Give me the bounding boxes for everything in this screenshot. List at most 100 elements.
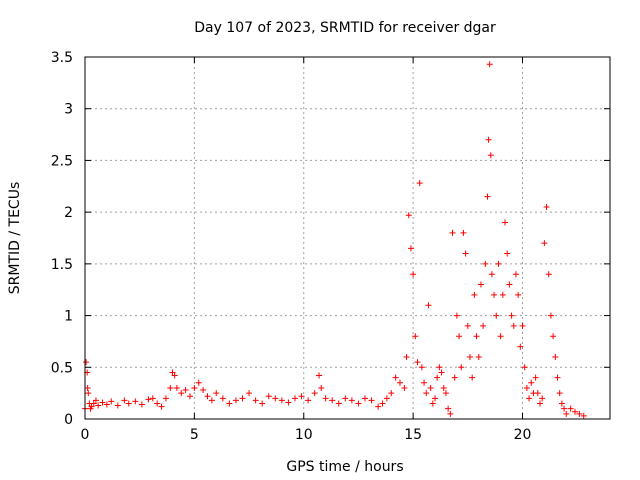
x-tick-label: 20 bbox=[514, 427, 532, 443]
data-point bbox=[486, 61, 493, 68]
data-point bbox=[138, 401, 145, 408]
axis-ticks: 0 5 10 15 20 0 0.5 1 1.5 2 2.5 3 3.5 bbox=[51, 50, 610, 443]
y-axis-label: SRMTID / TECUs bbox=[7, 182, 23, 295]
data-point bbox=[421, 379, 428, 386]
data-point bbox=[473, 333, 480, 340]
data-point bbox=[158, 403, 165, 410]
data-point bbox=[526, 395, 533, 402]
chart-title: Day 107 of 2023, SRMTID for receiver dga… bbox=[194, 20, 496, 36]
data-point bbox=[272, 395, 279, 402]
x-tick-label: 10 bbox=[295, 427, 313, 443]
data-point bbox=[187, 393, 193, 400]
data-point bbox=[434, 374, 441, 381]
data-point bbox=[576, 410, 583, 417]
data-point bbox=[506, 281, 513, 288]
data-point bbox=[204, 393, 211, 400]
data-point bbox=[316, 372, 323, 379]
data-point bbox=[504, 250, 511, 257]
data-point bbox=[425, 302, 432, 309]
data-point bbox=[416, 180, 423, 187]
data-point bbox=[410, 271, 417, 278]
data-point bbox=[517, 343, 524, 350]
data-point bbox=[438, 369, 445, 376]
data-point bbox=[362, 395, 368, 402]
data-point bbox=[537, 400, 543, 407]
data-point bbox=[114, 402, 121, 409]
y-tick-label: 1.5 bbox=[51, 257, 73, 273]
data-point bbox=[85, 390, 92, 397]
data-point bbox=[482, 260, 489, 267]
data-point bbox=[239, 395, 246, 402]
data-point bbox=[558, 400, 565, 407]
data-point bbox=[335, 400, 342, 407]
data-point bbox=[171, 372, 178, 379]
data-point bbox=[460, 229, 467, 236]
data-point bbox=[329, 397, 336, 404]
x-tick-label: 15 bbox=[404, 427, 422, 443]
data-series-srmtid bbox=[82, 61, 587, 419]
plot-frame bbox=[84, 56, 611, 420]
data-point bbox=[423, 390, 430, 397]
data-point bbox=[545, 271, 552, 278]
data-point bbox=[103, 401, 110, 408]
data-point bbox=[485, 136, 492, 143]
data-point bbox=[477, 281, 484, 288]
data-point bbox=[355, 400, 362, 407]
x-tick-label: 5 bbox=[190, 427, 199, 443]
data-point bbox=[99, 399, 106, 406]
data-point bbox=[502, 219, 508, 226]
data-point bbox=[285, 399, 292, 406]
data-point bbox=[265, 393, 272, 400]
data-point bbox=[278, 397, 285, 404]
data-point bbox=[429, 400, 436, 407]
data-point bbox=[226, 400, 233, 407]
data-point bbox=[191, 384, 198, 391]
data-point bbox=[534, 390, 541, 397]
y-tick-label: 0 bbox=[64, 412, 73, 428]
data-point bbox=[541, 240, 548, 247]
data-point bbox=[213, 390, 220, 397]
data-point bbox=[480, 322, 487, 329]
data-point bbox=[208, 397, 215, 404]
data-point bbox=[348, 397, 355, 404]
data-point bbox=[445, 405, 452, 412]
data-point bbox=[442, 390, 449, 397]
data-point bbox=[488, 271, 495, 278]
y-tick-label: 3 bbox=[64, 102, 73, 118]
data-point bbox=[149, 395, 156, 402]
data-point bbox=[427, 384, 434, 391]
data-point bbox=[178, 390, 185, 397]
y-tick-label: 3.5 bbox=[51, 50, 73, 66]
data-point bbox=[436, 364, 443, 371]
data-point bbox=[471, 291, 478, 298]
data-point bbox=[484, 193, 491, 200]
data-point bbox=[132, 398, 139, 405]
data-point bbox=[173, 384, 180, 391]
data-point bbox=[92, 397, 99, 404]
data-point bbox=[252, 397, 259, 404]
data-point bbox=[375, 403, 382, 410]
data-point bbox=[162, 395, 169, 402]
data-point bbox=[475, 353, 482, 360]
data-point bbox=[383, 395, 390, 402]
grid-lines bbox=[85, 57, 610, 419]
data-point bbox=[397, 379, 403, 386]
y-tick-label: 0.5 bbox=[51, 360, 73, 376]
data-point bbox=[572, 408, 578, 415]
x-tick-label: 0 bbox=[81, 427, 90, 443]
data-point bbox=[451, 374, 458, 381]
data-point bbox=[554, 374, 561, 381]
data-point bbox=[561, 405, 568, 412]
data-point bbox=[368, 397, 375, 404]
data-point bbox=[440, 384, 447, 391]
data-point bbox=[493, 312, 500, 319]
data-point bbox=[246, 390, 253, 397]
data-point bbox=[182, 387, 189, 394]
data-point bbox=[401, 384, 408, 391]
data-point bbox=[497, 333, 504, 340]
x-axis-label: GPS time / hours bbox=[286, 459, 403, 475]
data-point bbox=[403, 353, 410, 360]
data-point bbox=[432, 395, 438, 402]
data-point bbox=[414, 359, 421, 366]
data-point bbox=[556, 390, 563, 397]
